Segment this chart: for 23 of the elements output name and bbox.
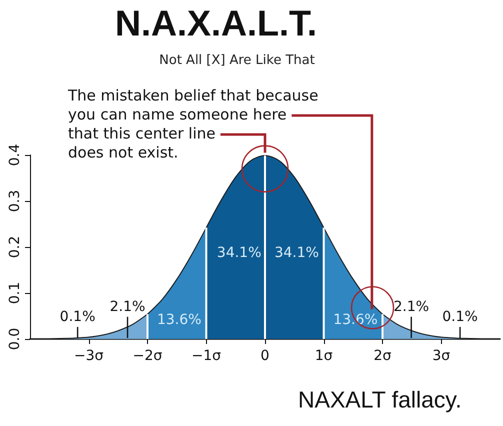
annotation: 34.1% <box>216 244 262 261</box>
x-tick-label: −3σ <box>74 348 104 364</box>
annotation: 13.6% <box>156 312 202 328</box>
y-tick-label: 0.4 <box>7 144 23 166</box>
chart-title: N.A.X.A.L.T. <box>114 2 318 44</box>
annotation: 0.1% <box>60 308 96 325</box>
x-tick-label: 2σ <box>374 348 392 364</box>
x-tick-label: −1σ <box>191 348 222 364</box>
y-tick-label: 0.1 <box>7 282 23 304</box>
annotation: 2.1% <box>110 298 146 315</box>
annotation: The mistaken belief that because you can name someone here that this center line does not exist. <box>67 86 318 162</box>
y-tick-label: 0.2 <box>7 236 23 258</box>
x-tick-label: 0 <box>260 348 270 364</box>
annotation: 0.1% <box>442 308 478 325</box>
y-tick-label: 0.0 <box>7 328 23 350</box>
x-tick-label: 3σ <box>432 348 450 364</box>
x-tick-label: −2σ <box>132 348 162 364</box>
annotation: 34.1% <box>274 244 319 261</box>
y-tick-label: 0.3 <box>7 190 23 212</box>
x-tick-label: 1σ <box>314 348 333 364</box>
annotation: 2.1% <box>394 298 430 315</box>
chart-subtitle: Not All [X] Are Like That <box>159 53 315 68</box>
text: NAXALT fallacy. <box>298 386 462 412</box>
